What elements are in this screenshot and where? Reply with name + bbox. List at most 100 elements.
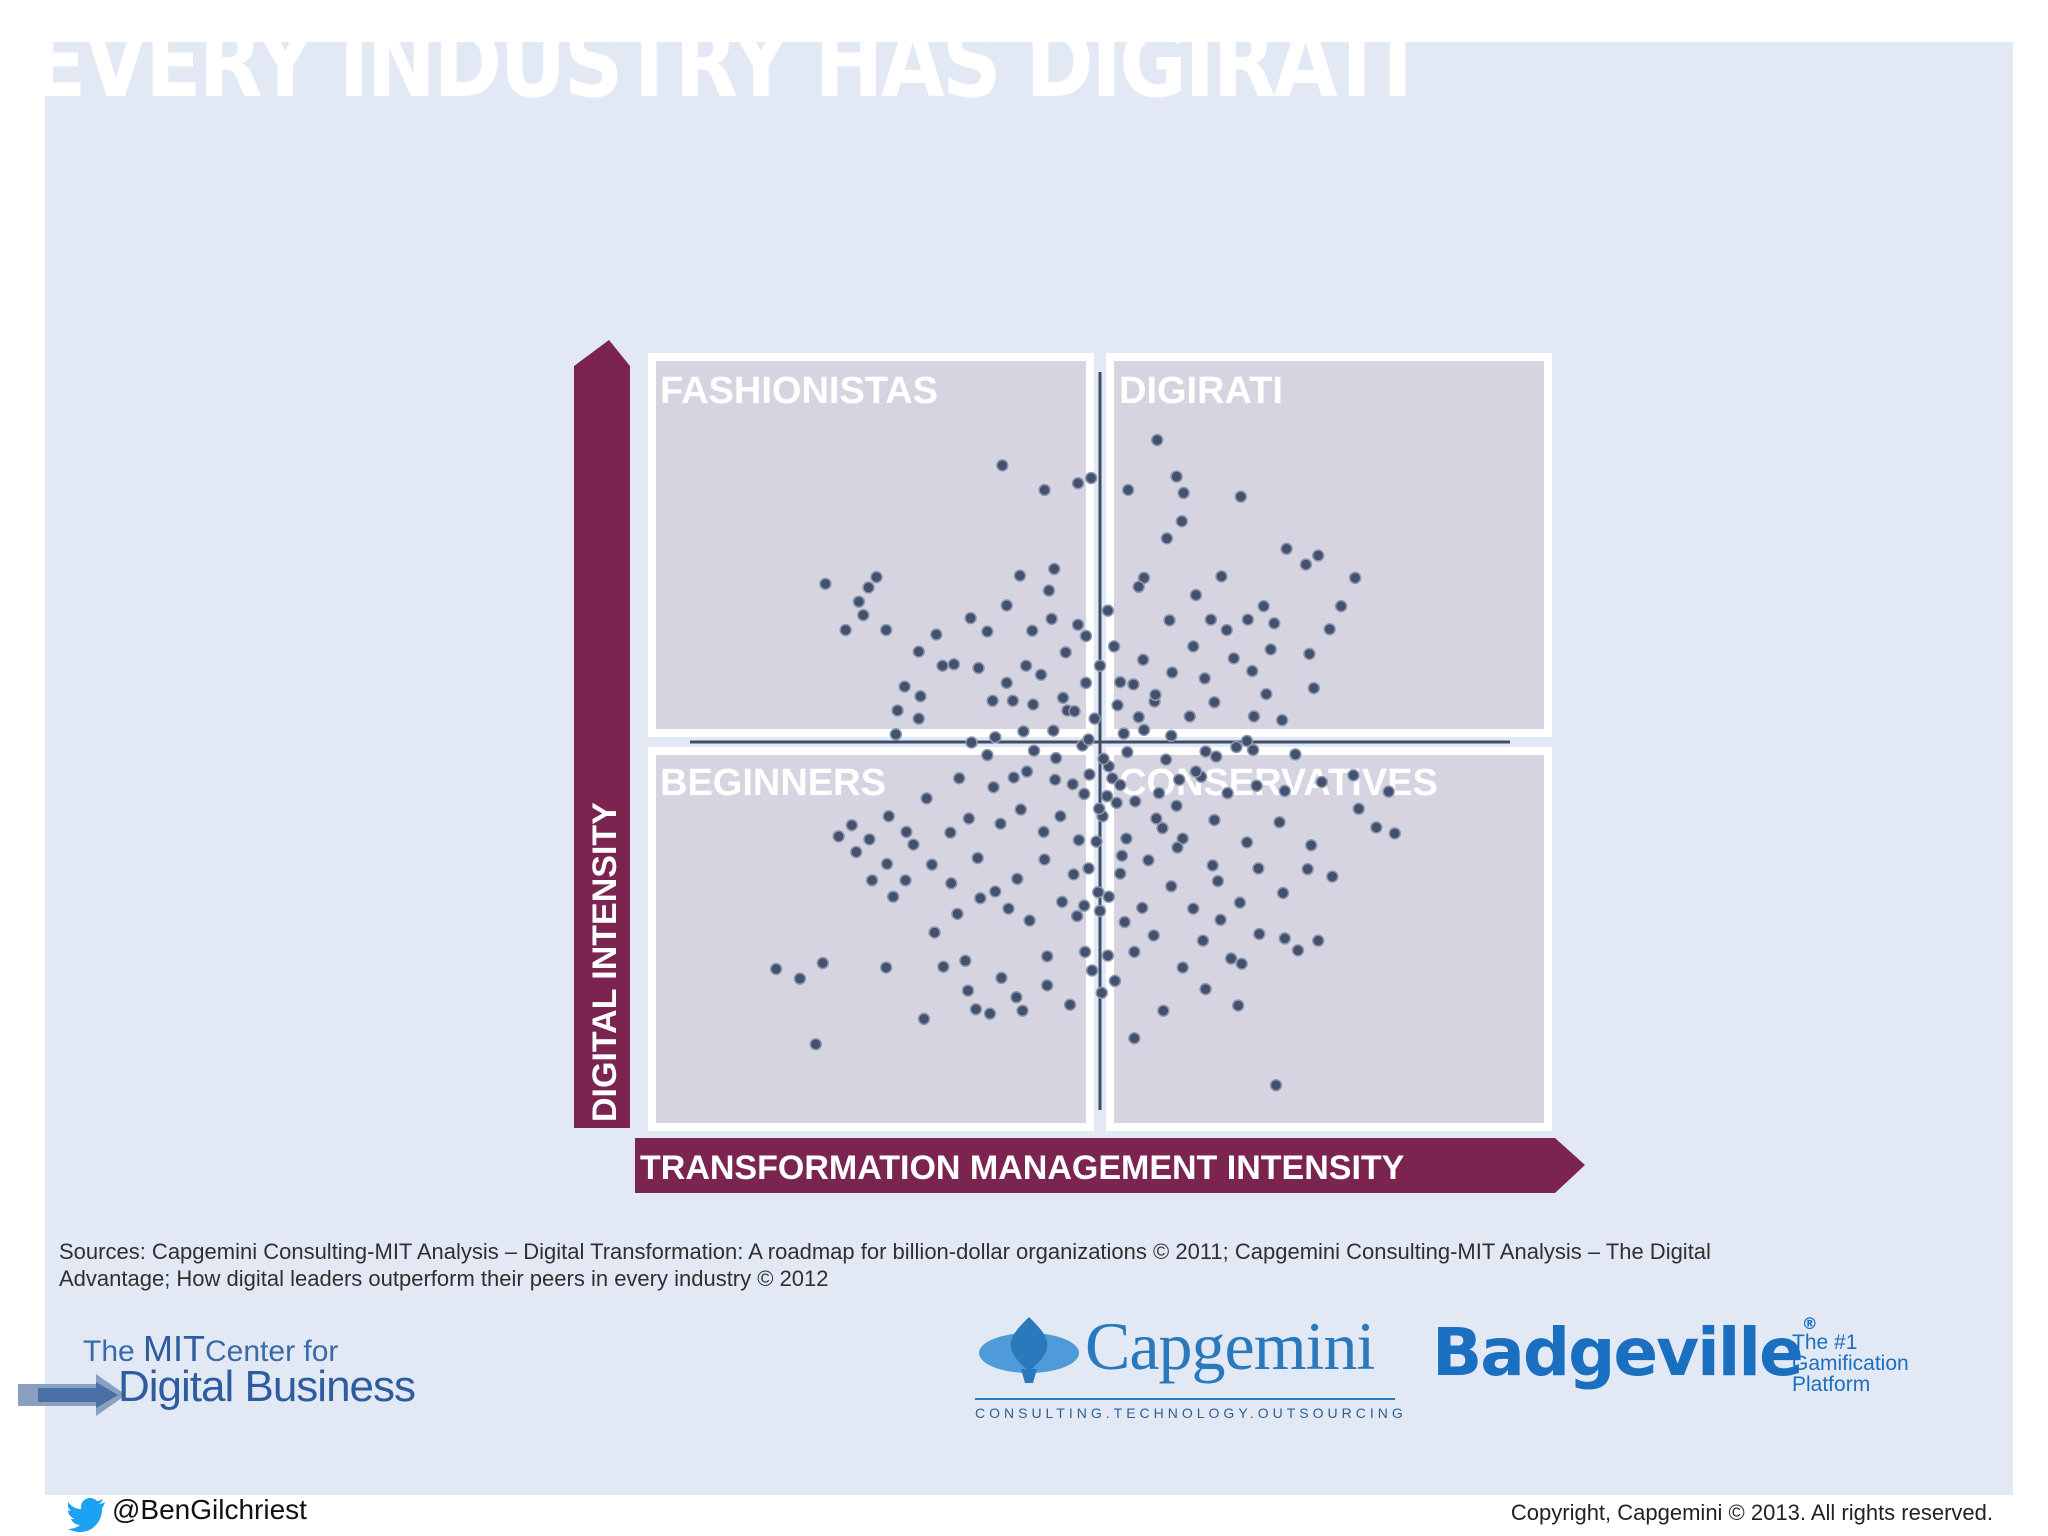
scatter-point — [1199, 982, 1212, 996]
scatter-point — [1187, 902, 1200, 915]
scatter-point — [1101, 604, 1115, 617]
scatter-point — [995, 971, 1008, 985]
scatter-point — [1118, 915, 1131, 929]
scatter-point — [1187, 640, 1200, 653]
scatter-point — [1025, 624, 1039, 637]
scatter-point — [1049, 751, 1063, 765]
mit-center-logo: The MITCenter for Digital Business — [18, 1320, 448, 1450]
scatter-point — [1082, 733, 1095, 746]
scatter-point — [1301, 862, 1314, 876]
scatter-point — [914, 690, 927, 703]
scatter-point — [1149, 688, 1162, 702]
scatter-point — [1214, 913, 1227, 927]
scatter-point — [1056, 691, 1070, 705]
scatter-point — [972, 661, 985, 675]
scatter-point — [1102, 890, 1116, 903]
scatter-point — [1170, 470, 1183, 483]
scatter-point — [1206, 859, 1219, 872]
scatter-point — [1136, 653, 1150, 667]
scatter-point — [879, 623, 893, 637]
scatter-point — [1002, 902, 1015, 915]
scatter-point — [969, 1002, 983, 1016]
scatter-point — [898, 680, 911, 693]
scatter-point — [1196, 934, 1210, 947]
scatter-point — [1083, 768, 1096, 781]
badgeville-tagline: The #1 Gamification Platform — [1792, 1331, 1909, 1396]
scatter-point — [1208, 696, 1221, 709]
scatter-point — [1326, 870, 1339, 883]
scatter-point — [899, 874, 912, 887]
y-axis-label: DIGITAL INTENSITY — [586, 802, 624, 1122]
scatter-point — [1165, 729, 1178, 743]
scatter-point — [1047, 724, 1060, 737]
mit-logo-line1: The MITCenter for — [83, 1328, 339, 1369]
scatter-point — [986, 694, 999, 708]
scatter-point — [1121, 483, 1135, 497]
capgemini-rule — [975, 1398, 1395, 1400]
scatter-point — [862, 581, 875, 594]
scatter-point — [832, 830, 845, 843]
capgemini-wordmark: Capgemini — [1085, 1308, 1375, 1384]
scatter-point — [889, 728, 903, 741]
scatter-point — [1348, 571, 1362, 585]
scatter-point — [974, 891, 987, 905]
scatter-point — [1132, 710, 1145, 724]
scatter-point — [1047, 562, 1061, 576]
scatter-point — [1128, 795, 1142, 808]
scatter-point — [1273, 815, 1286, 829]
scatter-point — [1055, 895, 1069, 909]
scatter-point — [891, 704, 904, 717]
scatter-point — [1198, 672, 1211, 685]
scatter-point — [945, 877, 958, 890]
scatter-point — [1027, 744, 1041, 757]
scatter-point — [1199, 745, 1212, 758]
scatter-point — [925, 858, 939, 871]
scatter-point — [1082, 862, 1095, 875]
scatter-point — [1230, 740, 1243, 754]
scatter-point — [1000, 599, 1013, 612]
copyright-notice: Copyright, Capgemini © 2013. All rights … — [1510, 1500, 1993, 1525]
scatter-point — [849, 845, 863, 859]
scatter-point — [1072, 833, 1086, 847]
scatter-point — [1010, 991, 1023, 1004]
scatter-point — [981, 625, 994, 638]
scatter-point — [886, 890, 900, 903]
scatter-point — [1347, 769, 1360, 782]
scatter-point — [1253, 927, 1266, 941]
scatter-point — [1211, 874, 1225, 888]
scatter-point — [1038, 853, 1051, 866]
scatter-point — [1235, 957, 1248, 971]
scatter-point — [865, 874, 879, 887]
scatter-point — [1189, 765, 1203, 778]
scatter-point — [989, 731, 1002, 744]
scatter-point — [1204, 613, 1218, 626]
scatter-point — [1110, 796, 1123, 810]
scatter-point — [1107, 640, 1121, 653]
scatter-point — [1382, 785, 1395, 798]
scatter-point — [1275, 713, 1289, 727]
scatter-point — [1132, 580, 1145, 594]
scatter-point — [1311, 934, 1325, 947]
scatter-point — [1304, 839, 1318, 852]
scatter-point — [989, 885, 1002, 898]
scatter-point — [971, 851, 984, 865]
scatter-point — [852, 595, 866, 608]
scatter-point — [1034, 668, 1048, 681]
scatter-point — [912, 645, 925, 658]
quadrant-label-fashionistas: FASHIONISTAS — [660, 370, 938, 412]
scatter-point — [981, 748, 994, 762]
scatter-point — [1011, 872, 1024, 886]
scatter-point — [1120, 832, 1133, 845]
mit-arrow-icon — [18, 1374, 126, 1416]
scatter-point — [882, 810, 896, 823]
scatter-point — [1111, 699, 1124, 712]
scatter-point — [1093, 659, 1107, 673]
scatter-point — [819, 577, 832, 591]
scatter-point — [1150, 812, 1163, 825]
scatter-point — [1040, 950, 1054, 963]
twitter-handle[interactable]: @BenGilchriest — [112, 1494, 307, 1525]
scatter-point — [1278, 784, 1292, 798]
scatter-point — [857, 608, 870, 622]
scatter-point — [959, 954, 972, 968]
scatter-point — [1084, 471, 1098, 485]
